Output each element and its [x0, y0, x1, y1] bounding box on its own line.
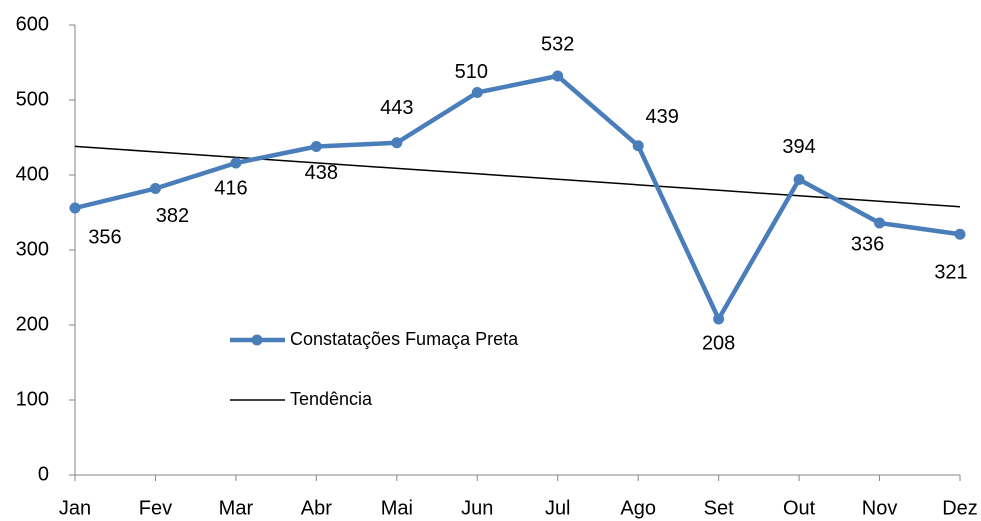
data-label: 443 [380, 97, 413, 119]
data-point [874, 217, 886, 229]
data-label: 356 [88, 226, 121, 248]
y-tick-label: 0 [38, 463, 49, 485]
data-point [632, 140, 644, 152]
x-tick-label: Dez [942, 497, 978, 519]
y-tick-label: 400 [16, 163, 49, 185]
data-point [954, 228, 966, 240]
data-label: 438 [305, 162, 338, 184]
y-tick-label: 100 [16, 388, 49, 410]
x-tick-label: Mai [381, 497, 413, 519]
x-tick-label: Out [783, 497, 816, 519]
legend-marker [251, 334, 263, 346]
data-label: 416 [214, 177, 247, 199]
data-point [713, 313, 725, 325]
x-tick-label: Fev [139, 497, 172, 519]
data-label: 439 [645, 106, 678, 128]
x-tick-label: Mar [219, 497, 254, 519]
data-label: 382 [156, 205, 189, 227]
data-point [69, 202, 81, 214]
y-tick-label: 500 [16, 88, 49, 110]
data-label: 532 [541, 33, 574, 55]
data-point [793, 174, 805, 185]
data-point [471, 87, 483, 98]
data-point [552, 70, 564, 82]
y-tick-label: 200 [16, 313, 49, 335]
data-point [149, 183, 161, 194]
x-tick-label: Jul [545, 497, 571, 519]
y-tick-label: 300 [16, 238, 49, 260]
data-point [230, 157, 242, 169]
data-point [391, 137, 403, 149]
y-tick-label: 600 [16, 13, 49, 35]
x-tick-label: Nov [862, 497, 898, 519]
data-line [74, 73, 961, 322]
data-label: 208 [702, 332, 735, 354]
trend-line [74, 145, 961, 208]
legend-label: Constatações Fumaça Preta [290, 329, 519, 349]
x-tick-label: Jan [59, 497, 91, 519]
x-tick-label: Set [704, 497, 734, 519]
x-tick-label: Jun [461, 497, 493, 519]
data-label: 510 [455, 61, 488, 83]
x-tick-label: Abr [301, 497, 332, 519]
x-tick-label: Ago [620, 497, 656, 519]
legend-label: Tendência [290, 389, 373, 409]
data-label: 336 [851, 233, 884, 255]
data-label: 321 [934, 262, 967, 284]
data-point [310, 141, 322, 152]
data-label: 394 [782, 136, 815, 158]
